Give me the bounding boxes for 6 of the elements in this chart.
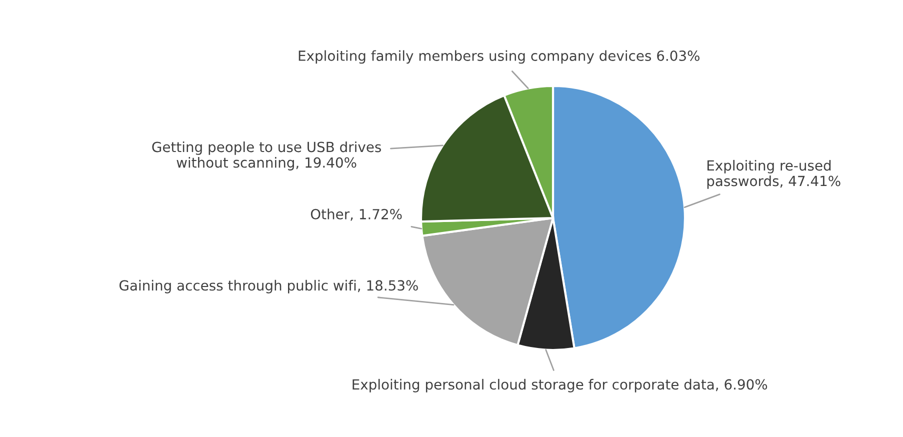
slice-label: Exploiting re-used passwords, 47.41%	[707, 160, 840, 189]
slice-label: Gaining access through public wifi, 18.53%	[120, 280, 418, 294]
slice-label: Getting people to use USB drives without scanning, 19.40%	[152, 141, 382, 170]
slice-label: Exploiting family members using company devices 6.03%	[298, 50, 700, 64]
slice-label: Exploiting personal cloud storage for corporate data, 6.90%	[352, 378, 768, 392]
slice-label: Other, 1.72%	[310, 208, 402, 221]
